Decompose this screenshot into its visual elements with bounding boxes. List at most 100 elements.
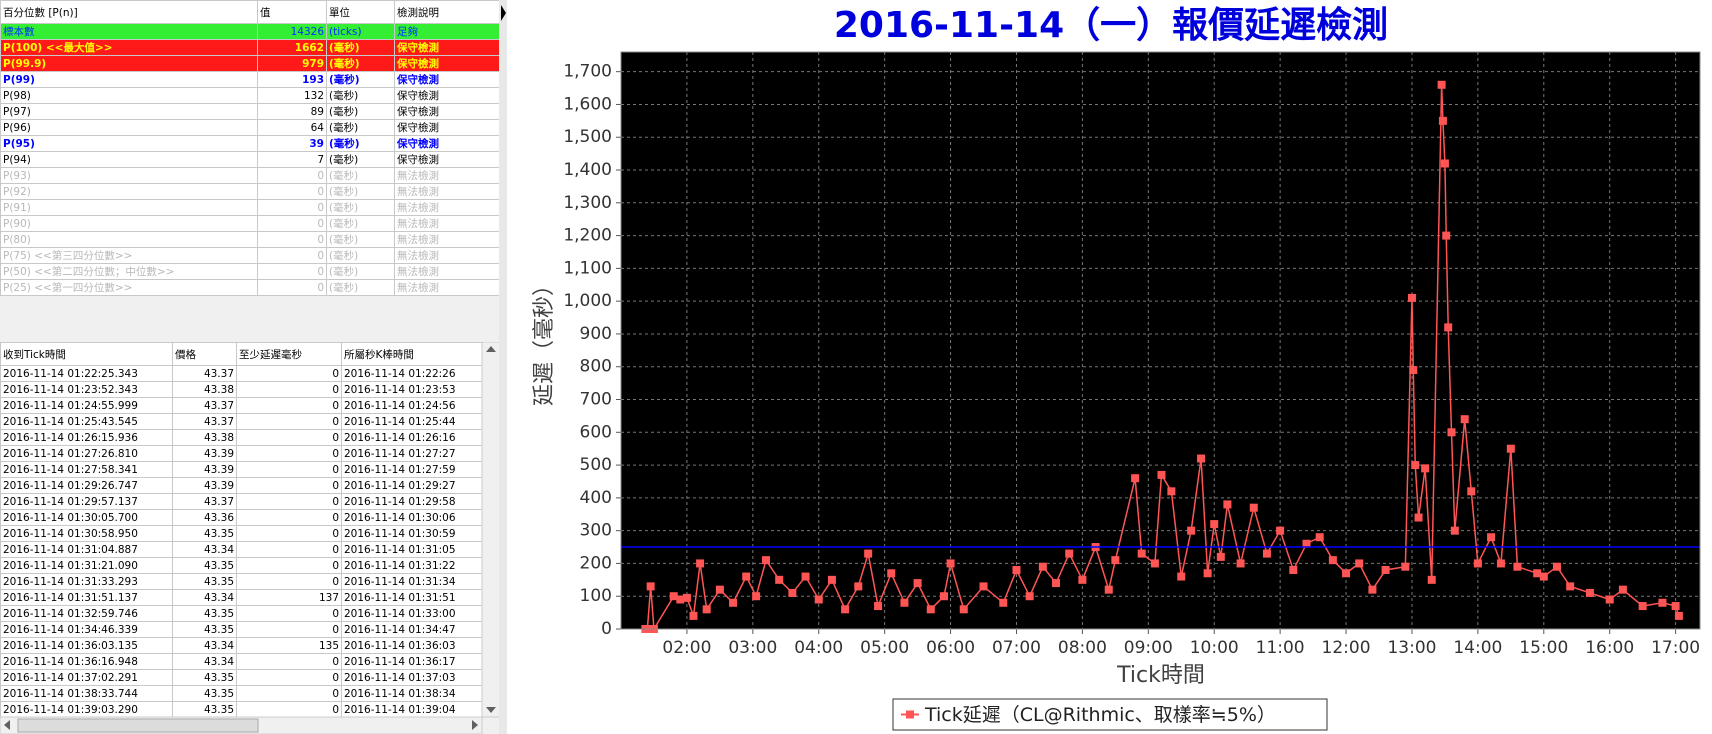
x-tick-label: 15:00 <box>1519 638 1568 658</box>
table-cell: 無法檢測 <box>394 231 500 248</box>
y-tick-label: 900 <box>580 324 612 344</box>
data-point <box>1157 470 1166 479</box>
data-point <box>775 575 784 584</box>
y-tick-label: 500 <box>580 455 612 475</box>
table-cell: 0 <box>257 263 327 280</box>
table-cell: (毫秒) <box>326 71 395 88</box>
table-row: 標本數 14326 (ticks) 足夠 <box>0 23 500 40</box>
table-cell: 無法檢測 <box>394 263 500 280</box>
x-tick-label: 10:00 <box>1190 638 1239 658</box>
table-cell: (毫秒) <box>326 119 395 136</box>
table-cell: (毫秒) <box>326 263 395 280</box>
data-point <box>827 575 836 584</box>
scroll-down[interactable] <box>486 707 496 713</box>
data-point <box>1438 116 1447 125</box>
table-cell: 43.35 <box>172 701 237 718</box>
data-point <box>1065 549 1074 558</box>
table-cell: P(75) <<第三四分位數>> <box>0 247 258 264</box>
table-cell: (毫秒) <box>326 215 395 232</box>
legend-box <box>892 698 1328 731</box>
data-point <box>979 582 988 591</box>
data-point <box>1442 231 1451 240</box>
table-row: 2016-11-14 01:31:04.887 43.34 0 2016-11-14 … <box>0 541 483 558</box>
y-tick-label: 1,100 <box>563 258 612 278</box>
table-cell: 2016-11-14 01:31:51.137 <box>0 589 173 606</box>
y-tick-label: 600 <box>580 422 612 442</box>
data-point <box>1262 549 1271 558</box>
scroll-left[interactable] <box>4 720 10 730</box>
table-cell: P(100) <<最大值>> <box>0 39 258 56</box>
data-point <box>762 556 771 565</box>
data-point <box>1289 565 1298 574</box>
y-tick-label: 200 <box>580 553 612 573</box>
table-row: P(94) 7 (毫秒) 保守檢測 <box>0 151 500 168</box>
data-point <box>1210 520 1219 529</box>
table-cell: 0 <box>257 231 327 248</box>
splitter[interactable] <box>499 0 507 734</box>
table-cell: 2016-11-14 01:33:00 <box>341 605 483 622</box>
data-point <box>900 598 909 607</box>
scroll-up[interactable] <box>486 346 496 352</box>
h-scroll-thumb[interactable] <box>17 718 259 733</box>
table-row: P(50) <<第二四分位數；中位數>> 0 (毫秒) 無法檢測 <box>0 263 500 280</box>
data-point <box>669 592 678 601</box>
table-cell: P(80) <box>0 231 258 248</box>
table-cell: 0 <box>257 199 327 216</box>
plot-border <box>620 51 1701 630</box>
table-row: P(75) <<第三四分位數>> 0 (毫秒) 無法檢測 <box>0 247 500 264</box>
x-tick-label: 09:00 <box>1124 638 1173 658</box>
table-cell: 2016-11-14 01:31:21.090 <box>0 557 173 574</box>
table-cell: 0 <box>257 247 327 264</box>
y-tick-label: 1,000 <box>563 291 612 311</box>
data-point <box>1012 565 1021 574</box>
y-tick-label: 700 <box>580 390 612 410</box>
table-cell: P(93) <box>0 167 258 184</box>
y-tick-label: 1,700 <box>563 62 612 82</box>
y-tick-label: 1,400 <box>563 160 612 180</box>
data-point <box>752 592 761 601</box>
table-cell: 2016-11-14 01:26:15.936 <box>0 429 173 446</box>
data-point <box>1249 503 1258 512</box>
x-tick-label: 13:00 <box>1387 638 1436 658</box>
table-cell: 135 <box>236 637 342 654</box>
header-row: 百分位數 [P(n)] 值單位 檢測說明 <box>0 0 500 24</box>
table-cell: P(96) <box>0 119 258 136</box>
data-point <box>1197 454 1206 463</box>
table-cell: 43.35 <box>172 525 237 542</box>
v-scrollbar[interactable] <box>481 342 501 718</box>
data-point <box>1236 559 1245 568</box>
table-cell: 43.37 <box>172 413 237 430</box>
table-cell: 132 <box>257 87 327 104</box>
column-header: 價格 <box>172 342 237 366</box>
table-cell: 保守檢測 <box>394 71 500 88</box>
data-point <box>1276 526 1285 535</box>
data-point <box>1355 559 1364 568</box>
table-cell: (毫秒) <box>326 103 395 120</box>
table-cell: P(95) <box>0 135 258 152</box>
data-point <box>1401 562 1410 571</box>
data-point <box>1674 611 1683 620</box>
table-row: P(92) 0 (毫秒) 無法檢測 <box>0 183 500 200</box>
data-point <box>1078 575 1087 584</box>
table-cell: 1662 <box>257 39 327 56</box>
table-cell: 0 <box>257 183 327 200</box>
data-point <box>1467 487 1476 496</box>
legend-marker <box>906 710 914 719</box>
column-header: 所屬秒K棒時間 <box>341 342 483 366</box>
table-cell: 標本數 <box>0 23 258 40</box>
data-point <box>1447 428 1456 437</box>
x-tick-label: 17:00 <box>1651 638 1700 658</box>
x-tick-label: 05:00 <box>860 638 909 658</box>
table-cell: 保守檢測 <box>394 135 500 152</box>
table-cell: 保守檢測 <box>394 103 500 120</box>
data-point <box>689 611 698 620</box>
scroll-right[interactable] <box>472 720 478 730</box>
scrollbars <box>0 342 501 734</box>
splitter-bar[interactable] <box>499 0 507 734</box>
splitter-arrow[interactable] <box>501 5 506 21</box>
table-cell: (毫秒) <box>326 135 395 152</box>
table-cell: P(92) <box>0 183 258 200</box>
table-row: P(99) 193 (毫秒) 保守檢測 <box>0 71 500 88</box>
data-point <box>1131 474 1140 483</box>
table-row: P(91) 0 (毫秒) 無法檢測 <box>0 199 500 216</box>
